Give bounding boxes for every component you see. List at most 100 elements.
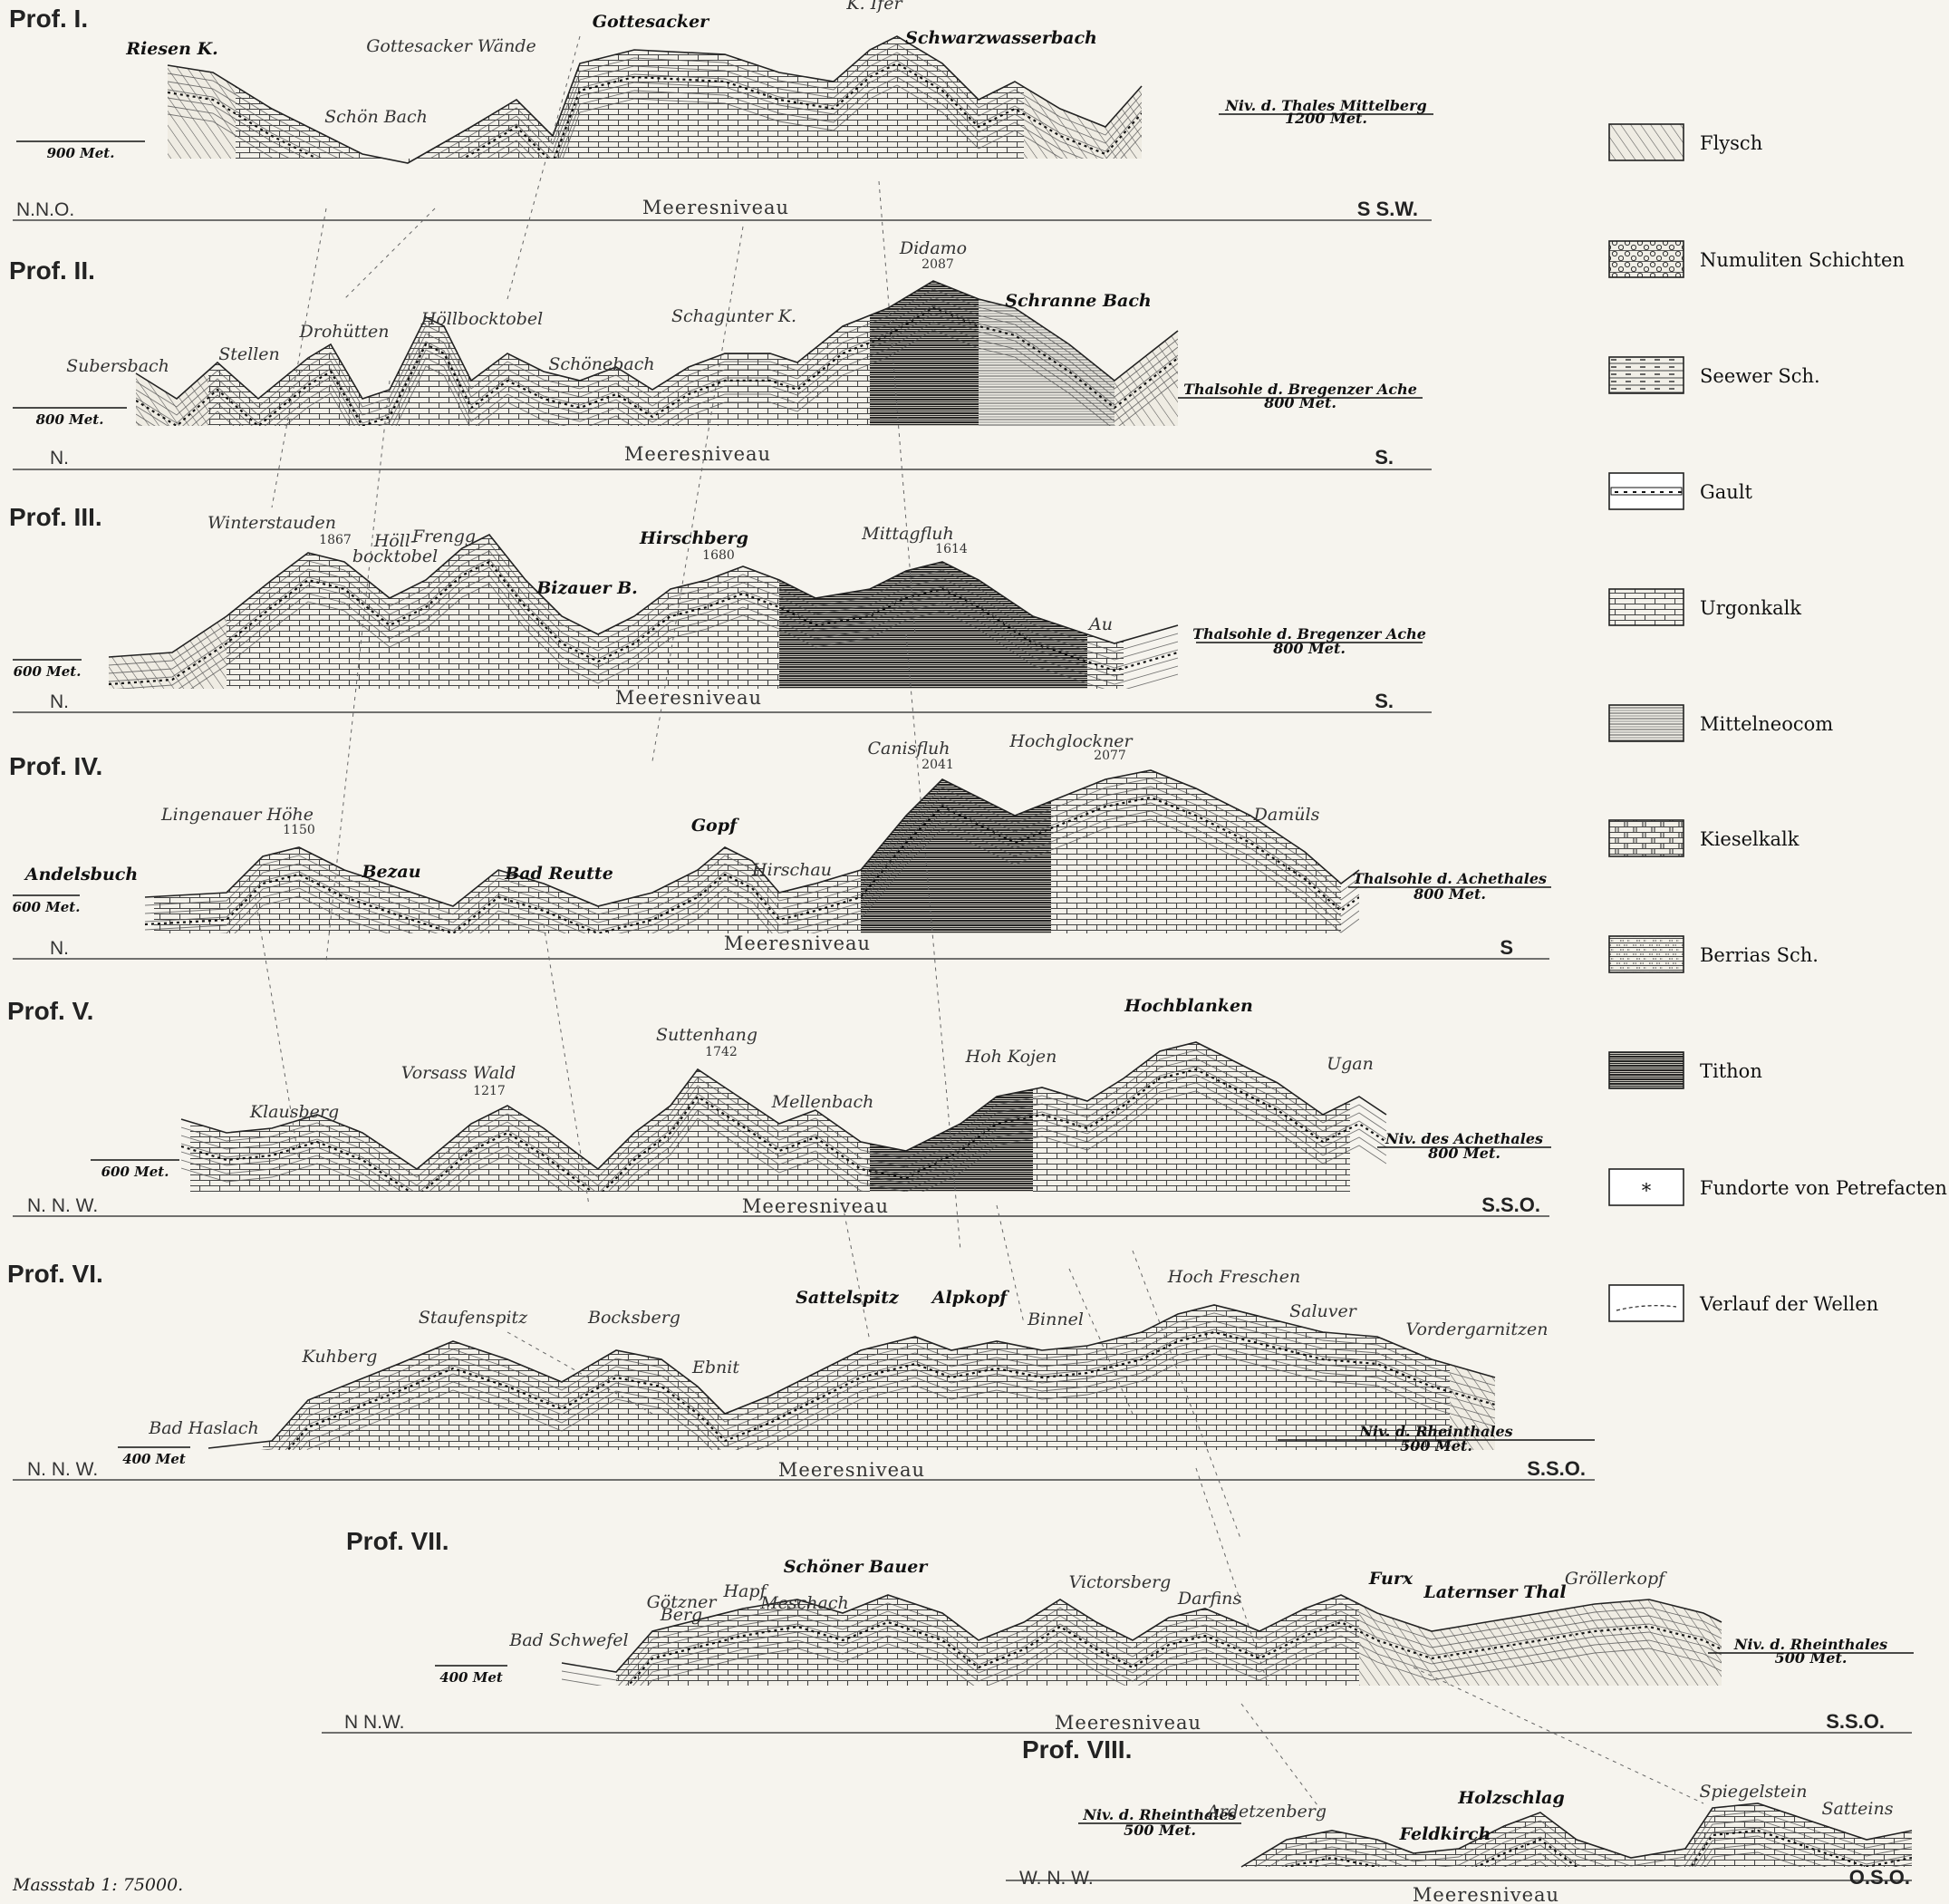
- legend-label: Berrias Sch.: [1700, 944, 1819, 966]
- valley-level-elevation: 800 Met.: [1263, 394, 1336, 411]
- direction-right: S.S.O.: [1527, 1457, 1586, 1480]
- place-label: Hochglockner: [1008, 731, 1134, 751]
- legend-item-mittelneocom-pattern: Mittelneocom: [1608, 704, 1833, 742]
- gault-band: [168, 62, 1142, 163]
- legend-label: Tithon: [1700, 1060, 1762, 1082]
- place-label: Victorsberg: [1069, 1572, 1172, 1592]
- place-label: Klausberg: [249, 1102, 339, 1122]
- legend-swatch: [1608, 819, 1684, 857]
- legend-label: Kieselkalk: [1700, 828, 1799, 850]
- wave-line: [1068, 1268, 1134, 1415]
- direction-right: S.: [1375, 446, 1394, 469]
- direction-right: S S.W.: [1357, 198, 1418, 220]
- wave-line: [878, 180, 916, 635]
- legend-label: Mittelneocom: [1700, 713, 1833, 735]
- elevation-label: 2077: [1094, 749, 1126, 763]
- valley-level-label: Thalsohle d. Achethales: [1353, 870, 1547, 887]
- valley-level-label: Niv. d. Thales Mittelberg: [1224, 97, 1426, 114]
- profile-title: Prof. VII.: [346, 1527, 449, 1555]
- profile-title: Prof. V.: [7, 997, 93, 1025]
- place-label: Gröllerkopf: [1565, 1569, 1667, 1589]
- place-label: Saluver: [1289, 1301, 1358, 1321]
- direction-left: N. N. W.: [27, 1459, 98, 1480]
- direction-left: N. N. W.: [27, 1195, 98, 1216]
- scale-bar-label: 600 Met.: [14, 663, 82, 680]
- legend-label: Flysch: [1700, 132, 1762, 154]
- legend-swatch: [1608, 1051, 1684, 1089]
- direction-left: N.: [50, 938, 69, 959]
- legend-swatch: [1608, 1168, 1684, 1206]
- scale-bar-label: 600 Met.: [13, 899, 81, 915]
- place-label: Gopf: [691, 816, 739, 836]
- valley-level-elevation: 800 Met.: [1427, 1145, 1500, 1162]
- gault-band: [136, 306, 1178, 426]
- valley-level-label: Niv. d. Rheinthales: [1358, 1423, 1512, 1440]
- place-label: Hoh Kojen: [965, 1047, 1057, 1067]
- profile-title: Prof. VI.: [7, 1260, 103, 1288]
- elevation-label: 1742: [705, 1045, 738, 1059]
- direction-left: N N.W.: [344, 1712, 405, 1733]
- place-label: Bocksberg: [587, 1308, 680, 1328]
- legend-swatch: [1608, 1284, 1684, 1322]
- legend-label: Urgonkalk: [1700, 597, 1801, 619]
- elevation-label: 1217: [473, 1084, 506, 1098]
- place-label: Riesen K.: [125, 39, 217, 59]
- valley-level-label: Niv. d. Rheinthales: [1733, 1636, 1887, 1653]
- legend-swatch: [1608, 240, 1684, 278]
- sea-level-label: Meeresniveau: [624, 443, 771, 465]
- direction-right: O.S.O.: [1849, 1866, 1910, 1889]
- place-label: Suttenhang: [656, 1025, 757, 1045]
- legend-item-urgon-pattern: Urgonkalk: [1608, 588, 1801, 626]
- place-label: Gottesacker: [593, 12, 710, 32]
- wave-line: [507, 35, 581, 300]
- sea-level-label: Meeresniveau: [1055, 1712, 1201, 1734]
- scale-bar-label: 400 Met: [439, 1669, 503, 1686]
- sea-level-label: Meeresniveau: [778, 1459, 925, 1481]
- profile-4: Prof. IV. N. S Meeresniveau 600 Met. Thalsohl…: [9, 731, 1551, 960]
- place-label: Vorsass Wald: [401, 1063, 516, 1083]
- place-label: Schwarzwasserbach: [905, 28, 1097, 48]
- place-label: Holzschlag: [1457, 1788, 1565, 1808]
- profile-title: Prof. VIII.: [1022, 1735, 1132, 1764]
- place-label: Staufenspitz: [419, 1308, 528, 1328]
- place-label: Schagunter K.: [671, 306, 796, 326]
- place-label: Meschach: [759, 1593, 849, 1613]
- wave-line: [1413, 1667, 1704, 1804]
- place-label: Ugan: [1327, 1054, 1374, 1074]
- place-label: Sattelspitz: [796, 1288, 900, 1308]
- wave-line: [271, 208, 327, 508]
- place-label: Bad Schwefel: [508, 1630, 628, 1650]
- legend-item-gault-pattern: Gault: [1608, 472, 1753, 510]
- place-label: Gottesacker Wände: [366, 36, 536, 56]
- direction-left: W. N. W.: [1019, 1868, 1094, 1889]
- strata-fill: [1241, 1803, 1912, 1867]
- strata-fill: [208, 1305, 1495, 1450]
- place-label: Kuhberg: [302, 1347, 378, 1367]
- legend-label: Fundorte von Petrefacten: [1700, 1177, 1947, 1199]
- wave-line: [996, 1204, 1025, 1324]
- direction-right: S.S.O.: [1481, 1194, 1540, 1216]
- terrain-outline: [207, 1304, 1496, 1449]
- profile-6: Prof. VI. N. N. W. S.S.O. Meeresniveau 400 M…: [7, 1260, 1595, 1481]
- legend-item-flysch-pattern: Flysch: [1608, 123, 1762, 161]
- sea-level-label: Meeresniveau: [615, 687, 762, 709]
- wave-course-lines: [253, 35, 1704, 1813]
- valley-level-elevation: 500 Met.: [1400, 1437, 1472, 1455]
- place-label: Darfins: [1177, 1589, 1242, 1609]
- profile-title: Prof. III.: [9, 503, 102, 531]
- legend-label: Gault: [1700, 481, 1753, 503]
- scale-text: Massstab 1: 75000.: [12, 1875, 183, 1895]
- terrain-outline: [180, 1041, 1387, 1171]
- place-label: Spiegelstein: [1700, 1782, 1808, 1802]
- valley-level-elevation: 800 Met.: [1413, 885, 1486, 903]
- profile-title: Prof. IV.: [9, 752, 102, 780]
- place-label: Furx: [1368, 1569, 1414, 1589]
- strata-fill: [562, 1595, 1722, 1686]
- legend-swatch: [1608, 704, 1684, 742]
- scale-bar-label: 400 Met: [122, 1451, 186, 1467]
- profile-3: Prof. III. N. S. Meeresniveau 600 Met. Thalso…: [9, 503, 1432, 713]
- legend-label: Numuliten Schichten: [1700, 249, 1905, 271]
- place-label: Mellenbach: [771, 1092, 874, 1112]
- scale-bar-label: 800 Met.: [36, 411, 104, 428]
